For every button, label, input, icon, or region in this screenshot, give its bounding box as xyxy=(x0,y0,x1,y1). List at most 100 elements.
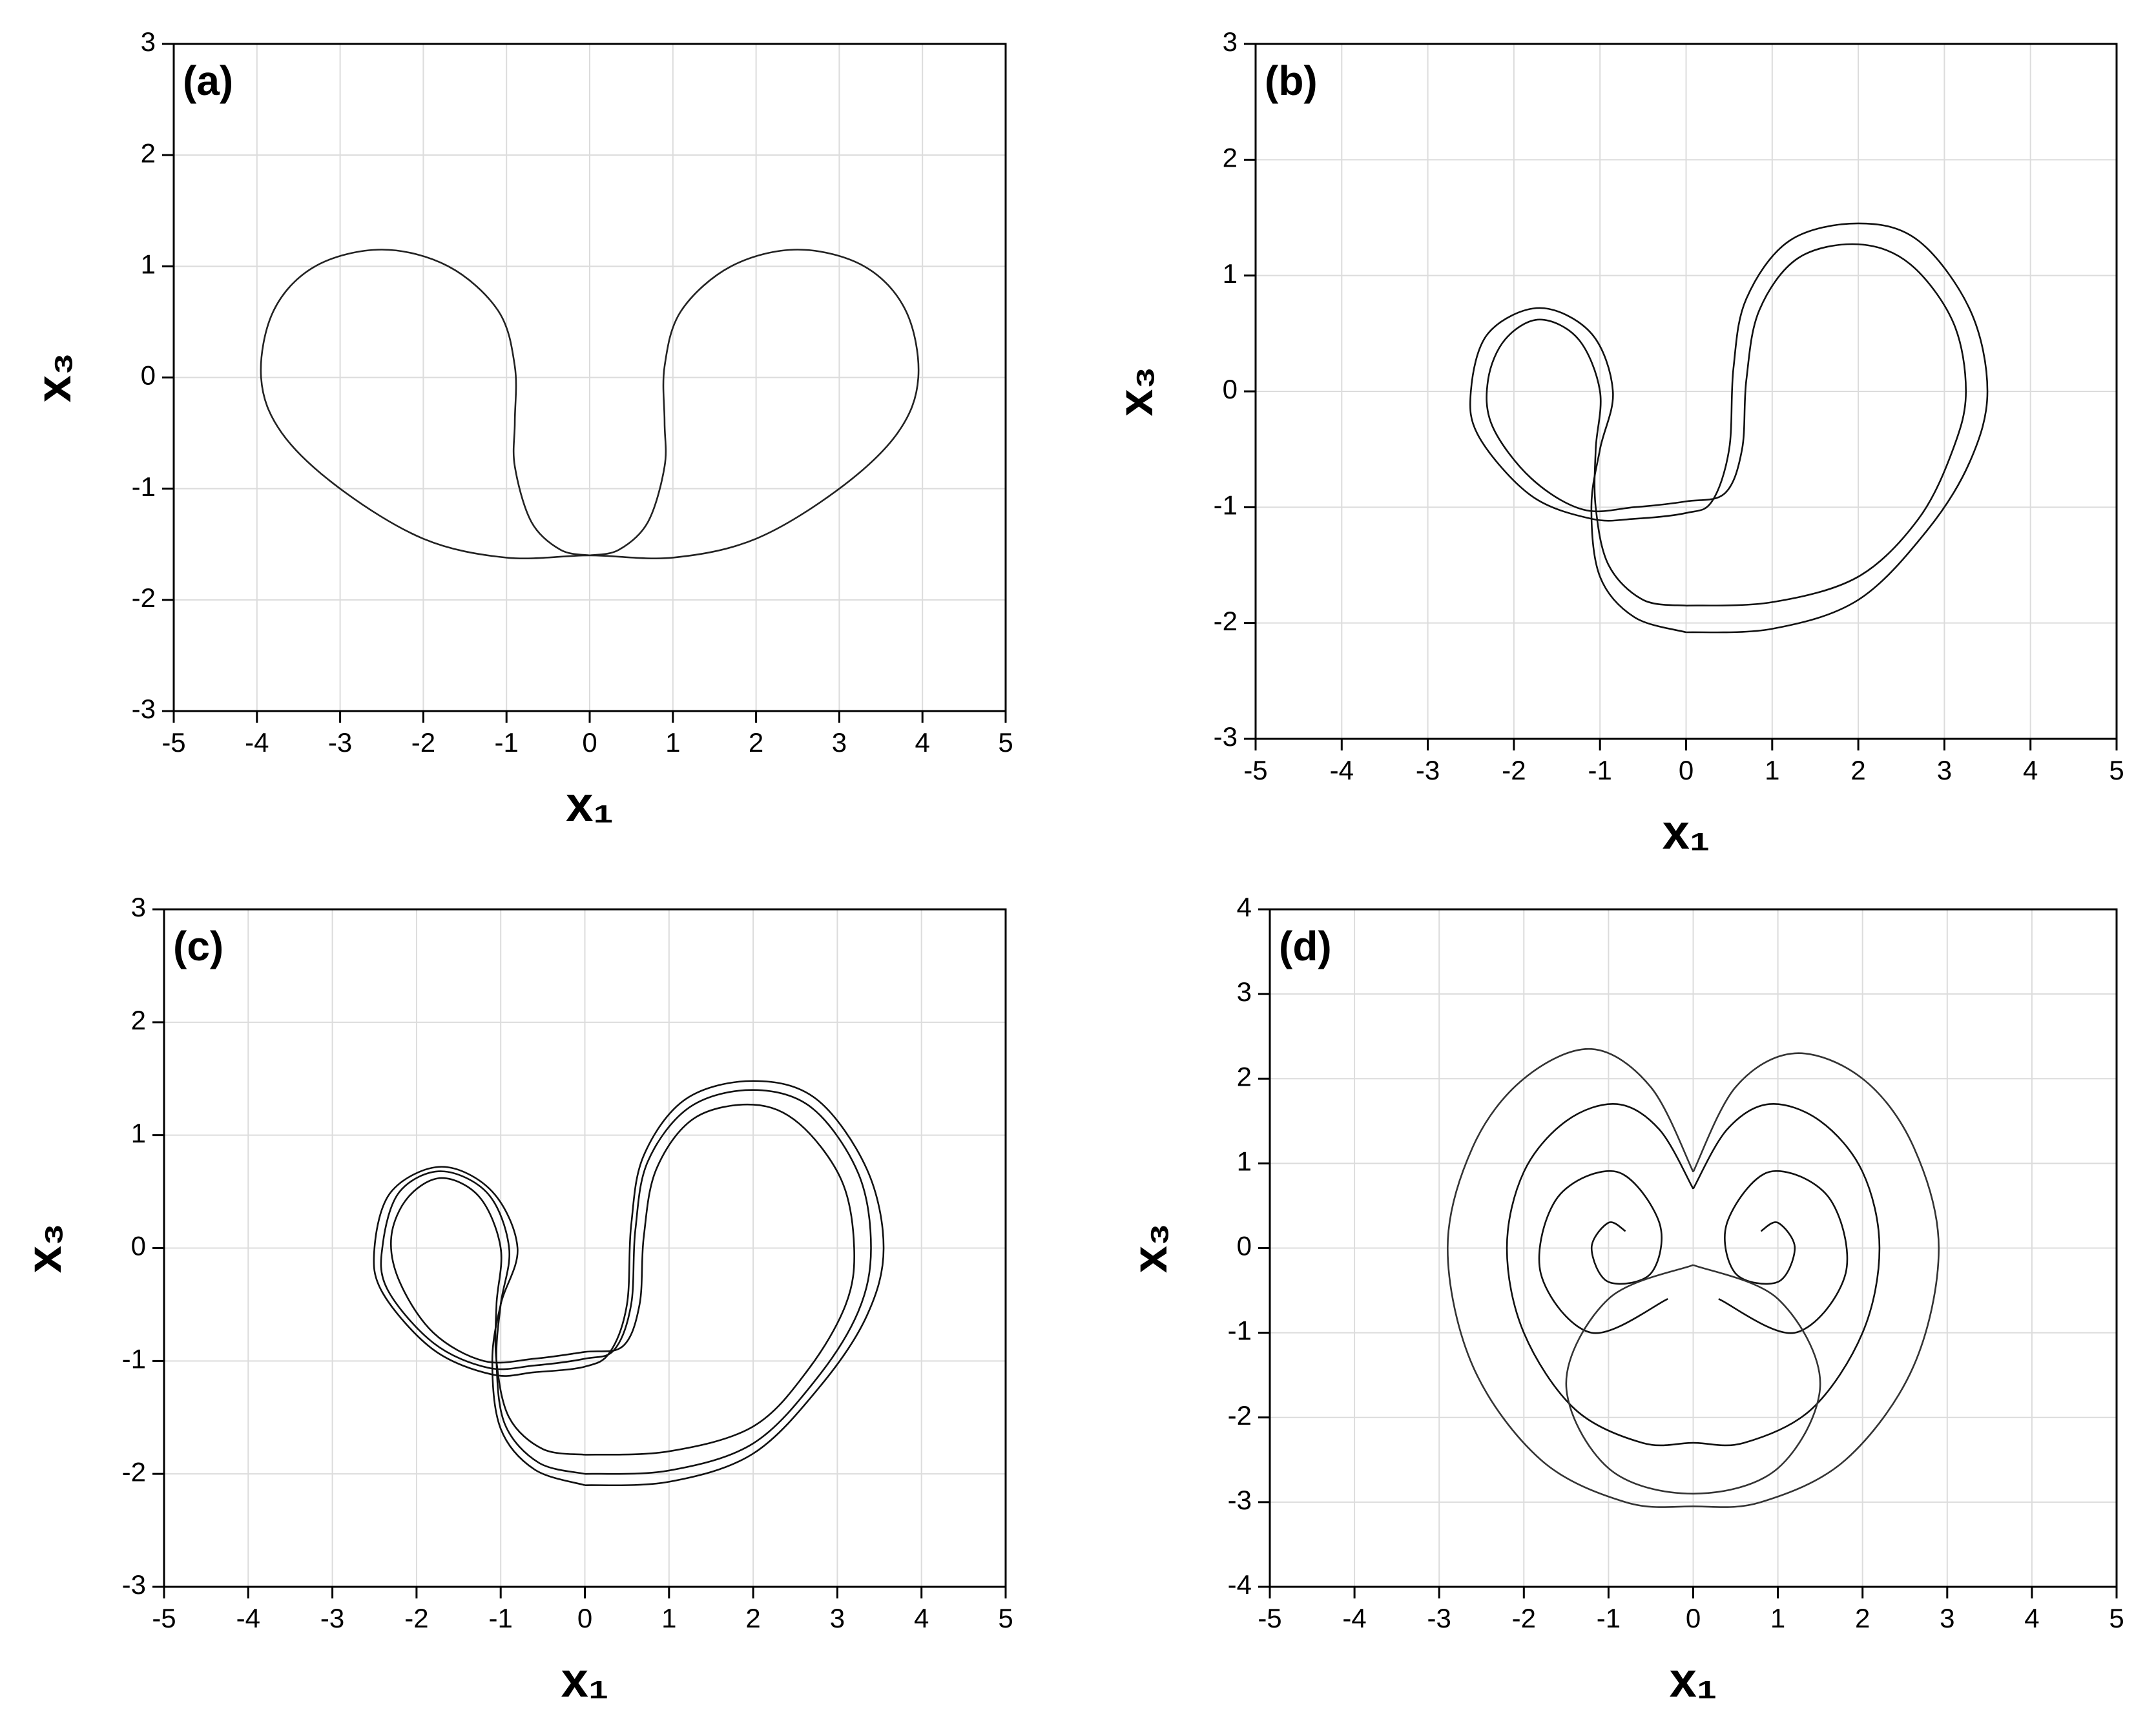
x-tick-label: 4 xyxy=(2024,1603,2039,1633)
y-tick-label: -3 xyxy=(132,694,156,724)
y-tick-label: -1 xyxy=(1228,1316,1252,1346)
y-tick-label: 3 xyxy=(141,26,156,57)
y-tick-label: -3 xyxy=(1214,721,1238,752)
y-axis-label: x₃ xyxy=(17,1223,72,1273)
x-tick-label: -3 xyxy=(328,727,352,758)
x-tick-label: 0 xyxy=(582,727,597,758)
panel: -5 -4 -3 -2 -1 0 1 2 3 4 5 -3 -2 -1 0 1 2 3 (c) x₁ x₃ xyxy=(17,892,1013,1708)
panel-label: (d) xyxy=(1279,923,1332,969)
x-axis-label: x₁ xyxy=(1670,1653,1717,1708)
x-tick-label: 5 xyxy=(998,727,1013,758)
plot-frame xyxy=(163,908,1007,1588)
trajectory xyxy=(1469,222,1989,634)
x-tick-label: 0 xyxy=(577,1603,592,1633)
x-tick-label: -4 xyxy=(236,1603,260,1633)
y-tick-label: 2 xyxy=(1223,142,1238,172)
panel: -5 -4 -3 -2 -1 0 1 2 3 4 5 -3 -2 -1 0 1 2 3 (a) x₁ x₃ xyxy=(26,26,1013,832)
panel-label: (a) xyxy=(183,57,233,104)
x-tick-label: -4 xyxy=(1342,1603,1366,1633)
y-tick-label: -2 xyxy=(122,1456,146,1487)
x-tick-label: 1 xyxy=(661,1603,676,1633)
x-tick-label: 4 xyxy=(914,1603,929,1633)
x-tick-label: 3 xyxy=(1937,755,1952,785)
trajectory xyxy=(373,1080,885,1487)
y-tick-label: 4 xyxy=(1237,892,1252,922)
y-tick-label: 3 xyxy=(131,892,146,922)
x-tick-label: 1 xyxy=(1765,755,1779,785)
trajectory xyxy=(260,249,920,559)
trajectory xyxy=(1486,243,1967,607)
x-tick-label: 3 xyxy=(1940,1603,1954,1633)
x-tick-label: 5 xyxy=(998,1603,1013,1633)
y-tick-label: 2 xyxy=(141,138,156,168)
panel-label: (b) xyxy=(1265,57,1318,104)
x-tick-label: -1 xyxy=(495,727,519,758)
y-tick-label: -3 xyxy=(1228,1485,1252,1515)
x-tick-label: -4 xyxy=(1330,755,1354,785)
y-tick-label: -2 xyxy=(132,583,156,613)
y-tick-label: 3 xyxy=(1237,976,1252,1007)
y-tick-label: -1 xyxy=(1214,490,1238,520)
x-tick-label: -3 xyxy=(1427,1603,1451,1633)
x-tick-label: -5 xyxy=(161,727,185,758)
y-tick-label: 2 xyxy=(131,1005,146,1035)
x-axis-label: x₁ xyxy=(1663,805,1710,860)
x-tick-label: -1 xyxy=(489,1603,513,1633)
x-tick-label: 4 xyxy=(915,727,930,758)
y-tick-label: 1 xyxy=(141,249,156,279)
y-tick-label: 2 xyxy=(1237,1061,1252,1091)
x-tick-label: -3 xyxy=(1416,755,1440,785)
x-tick-label: -1 xyxy=(1588,755,1612,785)
plot-frame xyxy=(1254,43,2118,740)
x-tick-label: -2 xyxy=(411,727,435,758)
trajectory xyxy=(1506,1103,1881,1447)
y-tick-label: 0 xyxy=(131,1231,146,1261)
y-axis-label: x₃ xyxy=(26,353,81,402)
y-tick-label: -3 xyxy=(122,1569,146,1600)
trajectory xyxy=(1538,1170,1668,1334)
y-tick-label: 0 xyxy=(1237,1231,1252,1261)
y-tick-label: 0 xyxy=(141,360,156,391)
y-tick-label: -1 xyxy=(122,1343,146,1374)
x-tick-label: -2 xyxy=(1512,1603,1536,1633)
trajectory xyxy=(1565,1264,1821,1495)
x-axis-label: x₁ xyxy=(566,777,614,832)
y-tick-label: 1 xyxy=(1237,1146,1252,1176)
x-tick-label: 1 xyxy=(665,727,680,758)
y-tick-label: -2 xyxy=(1214,606,1238,636)
x-tick-label: 2 xyxy=(745,1603,760,1633)
x-tick-label: -2 xyxy=(1502,755,1526,785)
x-tick-label: 5 xyxy=(2109,1603,2124,1633)
x-tick-label: -5 xyxy=(1258,1603,1281,1633)
x-tick-label: -5 xyxy=(1243,755,1267,785)
y-tick-label: 1 xyxy=(131,1118,146,1148)
y-tick-label: 3 xyxy=(1223,26,1238,57)
x-tick-label: -5 xyxy=(152,1603,176,1633)
x-tick-label: 4 xyxy=(2023,755,2038,785)
panel: -5 -4 -3 -2 -1 0 1 2 3 4 5 -3 -2 -1 0 1 2 3 (b) x₁ x₃ xyxy=(1108,26,2124,860)
x-tick-label: -4 xyxy=(245,727,269,758)
y-axis-label: x₃ xyxy=(1108,366,1163,416)
x-tick-label: 2 xyxy=(1850,755,1865,785)
y-tick-label: -1 xyxy=(132,471,156,502)
x-tick-label: -3 xyxy=(320,1603,344,1633)
trajectory xyxy=(1447,1048,1940,1508)
y-axis-label: x₃ xyxy=(1123,1223,1177,1273)
x-tick-label: 3 xyxy=(830,1603,845,1633)
x-tick-label: 0 xyxy=(1679,755,1694,785)
x-tick-label: -1 xyxy=(1597,1603,1621,1633)
plot-frame xyxy=(172,43,1007,712)
x-tick-label: 0 xyxy=(1686,1603,1701,1633)
trajectory xyxy=(380,1089,872,1475)
x-tick-label: 5 xyxy=(2109,755,2124,785)
x-tick-label: 1 xyxy=(1770,1603,1785,1633)
x-tick-label: 2 xyxy=(749,727,763,758)
y-tick-label: 1 xyxy=(1223,258,1238,289)
y-tick-label: -4 xyxy=(1228,1569,1252,1600)
x-tick-label: 2 xyxy=(1855,1603,1870,1633)
x-tick-label: -2 xyxy=(404,1603,428,1633)
y-tick-label: -2 xyxy=(1228,1400,1252,1431)
y-tick-label: 0 xyxy=(1223,374,1238,404)
